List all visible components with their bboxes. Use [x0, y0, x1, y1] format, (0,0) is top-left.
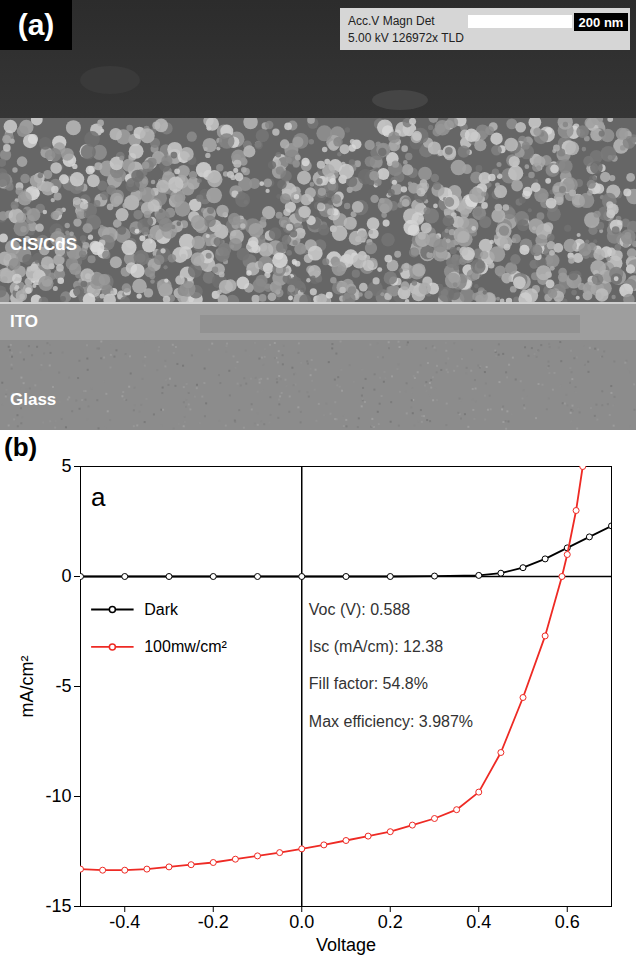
svg-text:-10: -10	[45, 786, 71, 806]
svg-text:CIS/CdS: CIS/CdS	[10, 235, 77, 254]
svg-text:(a): (a)	[18, 8, 55, 41]
svg-text:-15: -15	[45, 896, 71, 916]
svg-text:-0.4: -0.4	[109, 912, 140, 932]
svg-text:Voltage: Voltage	[316, 935, 376, 955]
svg-text:0.0: 0.0	[289, 912, 314, 932]
svg-text:Fill factor: 54.8%: Fill factor: 54.8%	[309, 675, 428, 692]
svg-text:Dark: Dark	[144, 601, 179, 618]
svg-text:Acc.V Magn Det: Acc.V Magn Det	[348, 14, 435, 28]
svg-text:5: 5	[61, 456, 71, 476]
svg-text:100mw/cm²: 100mw/cm²	[144, 638, 227, 655]
svg-text:ITO: ITO	[10, 312, 38, 331]
svg-text:mA/cm²: mA/cm²	[17, 656, 37, 718]
svg-text:5.00 kV 126972x TLD: 5.00 kV 126972x TLD	[348, 31, 464, 45]
svg-text:Max efficiency: 3.987%: Max efficiency: 3.987%	[309, 713, 473, 730]
svg-text:0: 0	[61, 566, 71, 586]
html-text:(b): (b)	[4, 432, 38, 462]
svg-text:Voc (V): 0.588: Voc (V): 0.588	[309, 601, 410, 618]
svg-text:200 nm: 200 nm	[579, 15, 624, 30]
svg-text:-0.2: -0.2	[198, 912, 229, 932]
svg-text:-5: -5	[55, 676, 71, 696]
svg-text:Glass: Glass	[10, 390, 56, 409]
svg-text:Isc (mA/cm): 12.38: Isc (mA/cm): 12.38	[309, 638, 443, 655]
svg-text:0.4: 0.4	[466, 912, 491, 932]
svg-text:0.2: 0.2	[378, 912, 403, 932]
svg-text:0.6: 0.6	[555, 912, 580, 932]
svg-text:a: a	[91, 482, 106, 512]
